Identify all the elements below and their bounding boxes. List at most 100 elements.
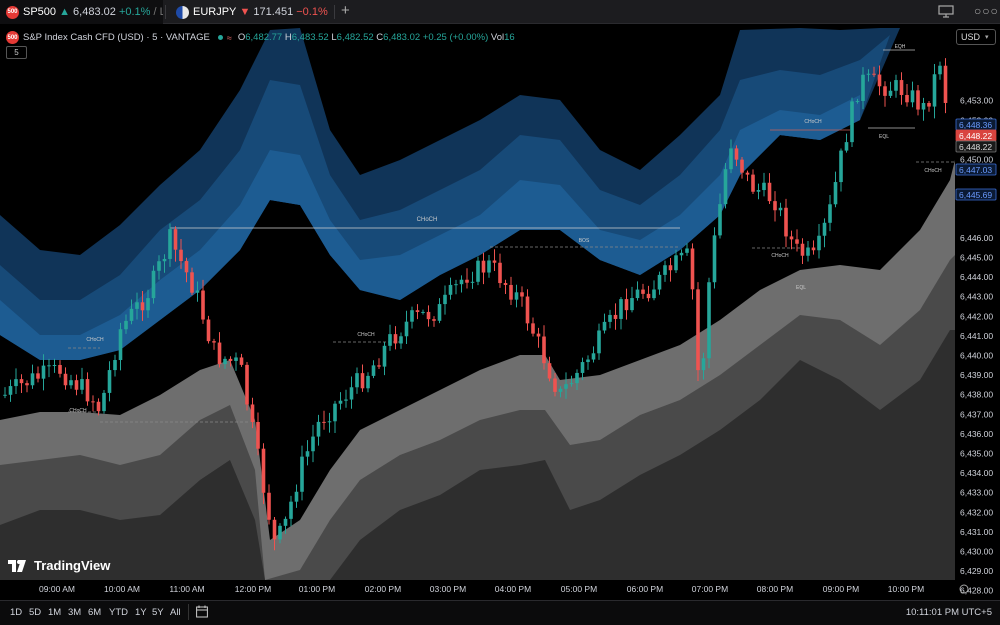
candle-body <box>789 236 794 240</box>
approx-icon: ≈ <box>226 32 232 43</box>
new-tab-icon[interactable]: + <box>341 2 350 19</box>
eql-label: EQL <box>796 285 806 291</box>
band-mid-blue <box>0 35 890 360</box>
range-1m[interactable]: 1M <box>48 607 62 618</box>
tab-change: +0.1% <box>118 6 151 18</box>
candle-body <box>80 379 84 390</box>
currency-label: USD <box>961 32 981 42</box>
candle-body <box>294 491 299 502</box>
bands-layer <box>0 28 960 600</box>
candle-body <box>679 252 684 256</box>
candle-body <box>250 404 255 423</box>
currency-select[interactable]: USD ▾ <box>956 29 996 45</box>
sp500-logo-icon: 500 <box>6 5 19 19</box>
candle-body <box>74 380 79 390</box>
candle-body <box>509 284 513 300</box>
candle-body <box>360 373 365 389</box>
price-tick-label: 6,453.00 <box>960 96 993 106</box>
time-tick-label: 09:00 AM <box>39 584 75 594</box>
price-tag-label: 6,445.69 <box>959 190 992 200</box>
candle-body <box>657 274 662 290</box>
price-tick-label: 6,436.00 <box>960 429 993 439</box>
candle-body <box>624 299 629 311</box>
candle-body <box>52 364 57 366</box>
candle-body <box>492 260 497 263</box>
candle-body <box>311 436 315 452</box>
candle-body <box>630 298 634 311</box>
watermark-text: TradingView <box>34 558 111 573</box>
price-tag <box>955 163 997 176</box>
candle-body <box>943 65 948 103</box>
choch-label: CHoCH <box>771 253 789 259</box>
candle-body <box>696 289 700 371</box>
price-chart[interactable]: CHoCH BOS CHoCH CHoCH CHoCH CHoCH CHoCH EQL EQH C… <box>0 25 1000 600</box>
more-options-icon[interactable]: ○○○ <box>974 4 999 18</box>
candle-body <box>399 336 403 344</box>
range-3m[interactable]: 3M <box>68 607 82 618</box>
candle-body <box>19 379 24 384</box>
tab-eurjpy[interactable]: EURJPY ▼ 171.451 −0.1% / L ✕ <box>170 0 330 24</box>
interval-badge[interactable]: 5 <box>6 46 27 59</box>
candle-body <box>465 279 469 283</box>
symbol-title[interactable]: S&P Index Cash CFD (USD) · 5 · VANTAGE <box>23 32 210 43</box>
chevron-down-icon: ▾ <box>985 34 989 41</box>
calendar-icon[interactable] <box>196 605 208 621</box>
candle-body <box>118 329 123 361</box>
time-tick-label: 01:00 PM <box>299 584 335 594</box>
candle-body <box>322 421 326 423</box>
choch-label: CHoCH <box>69 408 87 414</box>
candle-body <box>124 320 128 330</box>
candle-body <box>762 182 766 191</box>
time-tick-label: 02:00 PM <box>365 584 401 594</box>
price-tick-label: 6,431.00 <box>960 527 993 537</box>
close-label: C <box>376 32 384 43</box>
candle-body <box>932 74 937 107</box>
range-1d[interactable]: 1D <box>10 607 23 618</box>
candle-body <box>817 235 821 251</box>
volume-value: 16 <box>504 32 515 43</box>
range-5y[interactable]: 5Y <box>152 607 164 618</box>
candle-body <box>800 243 805 256</box>
candle-body <box>338 400 343 404</box>
price-tick-label: 6,430.00 <box>960 547 993 557</box>
candle-body <box>718 204 722 236</box>
candle-body <box>201 290 205 320</box>
tab-arrow: ▲ <box>59 6 70 18</box>
candle-body <box>388 334 392 346</box>
range-all[interactable]: All <box>170 607 181 618</box>
range-5d[interactable]: 5D <box>29 607 42 618</box>
candle-body <box>531 323 535 334</box>
eurjpy-flag-icon <box>176 5 189 19</box>
price-tag-label: 6,447.03 <box>959 165 992 175</box>
candle-body <box>173 229 178 250</box>
candle-body <box>652 289 656 299</box>
candle-body <box>707 282 711 359</box>
candle-body <box>470 281 475 283</box>
candle-body <box>382 345 387 367</box>
tab-sp500[interactable]: 500 SP500 ▲ 6,483.02 +0.1% / L ✕ <box>0 0 163 24</box>
candle-body <box>85 379 90 402</box>
candle-body <box>300 456 304 492</box>
candle-body <box>272 519 277 540</box>
candle-body <box>740 159 744 173</box>
eqh-label: EQH <box>895 44 906 50</box>
time-tick-label: 08:00 PM <box>757 584 793 594</box>
candle-body <box>333 403 337 422</box>
tab-arrow: ▼ <box>239 6 251 18</box>
candle-body <box>745 172 750 175</box>
range-6m[interactable]: 6M <box>88 607 102 618</box>
layout-icon[interactable] <box>938 4 954 21</box>
candle-body <box>910 90 915 103</box>
close-value: 6,483.02 <box>383 32 421 43</box>
candle-body <box>668 265 673 271</box>
range-1y[interactable]: 1Y <box>135 607 147 618</box>
range-ytd[interactable]: YTD <box>109 607 128 618</box>
band-inner-blue <box>0 95 860 360</box>
candle-body <box>184 261 189 273</box>
candle-body <box>256 422 260 449</box>
time-axis-bg <box>0 580 955 600</box>
band-inner-grey <box>0 330 960 580</box>
candle-body <box>355 373 359 388</box>
candle-body <box>278 525 282 540</box>
clock-timezone[interactable]: 10:11:01 PM UTC+5 <box>905 607 992 618</box>
